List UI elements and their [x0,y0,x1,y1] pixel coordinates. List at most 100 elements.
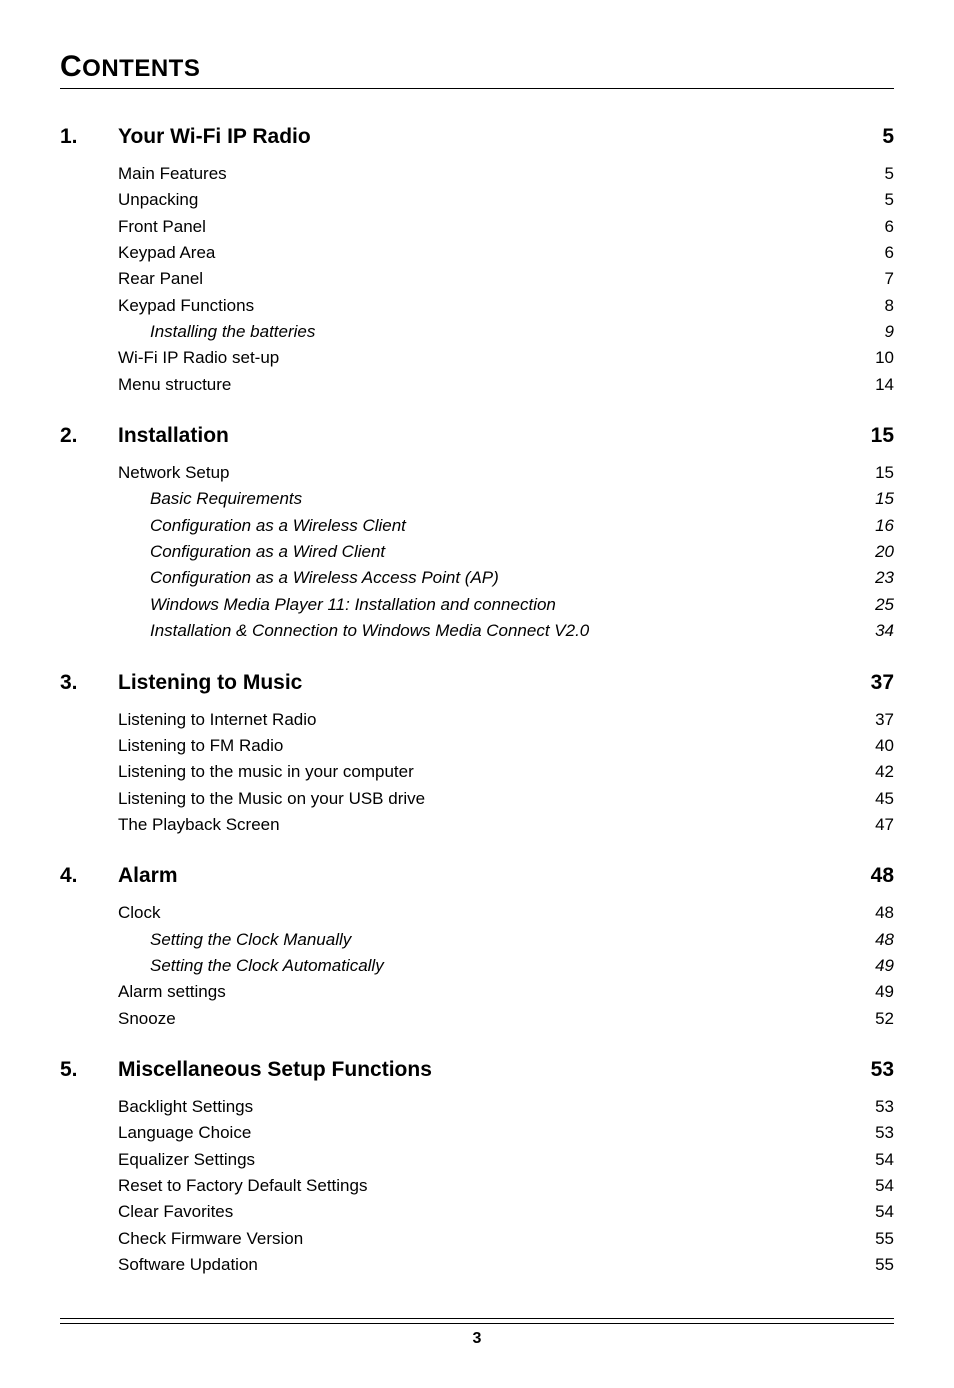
toc-item: The Playback Screen47 [60,812,894,838]
toc-item-label: Listening to FM Radio [60,733,854,759]
toc-item-page: 42 [854,759,894,785]
toc-item: Setting the Clock Manually48 [60,927,894,953]
toc-item-page: 5 [854,161,894,187]
toc-item-page: 55 [854,1252,894,1278]
toc-item-label: Wi-Fi IP Radio set-up [60,345,854,371]
toc-section-title: Alarm [118,864,854,888]
toc-item-page: 23 [854,565,894,591]
toc-item-page: 49 [854,979,894,1005]
toc-item: Alarm settings49 [60,979,894,1005]
title-rest: ONTENTS [82,55,200,82]
toc-item: Installation & Connection to Windows Med… [60,618,894,644]
toc-item: Configuration as a Wireless Access Point… [60,565,894,591]
toc-item-page: 16 [854,513,894,539]
toc-item-label: Alarm settings [60,979,854,1005]
toc-section-page: 5 [854,125,894,149]
footer-divider-inner [60,1323,894,1324]
toc-section-header: 1.Your Wi-Fi IP Radio5 [60,125,894,149]
page-title: CONTENTS [60,50,894,84]
toc-section: 1.Your Wi-Fi IP Radio5Main Features5Unpa… [60,125,894,398]
toc-item-label: Basic Requirements [60,486,854,512]
toc-item-page: 54 [854,1199,894,1225]
toc-item-page: 6 [854,240,894,266]
toc-item-label: Keypad Area [60,240,854,266]
toc-item: Configuration as a Wired Client20 [60,539,894,565]
toc-item-label: Windows Media Player 11: Installation an… [60,592,854,618]
toc-item-label: The Playback Screen [60,812,854,838]
toc-item-label: Check Firmware Version [60,1226,854,1252]
toc-item-label: Installation & Connection to Windows Med… [60,618,854,644]
toc-item-label: Network Setup [60,460,854,486]
toc-item: Unpacking5 [60,187,894,213]
toc-item-page: 6 [854,214,894,240]
toc-item: Rear Panel7 [60,266,894,292]
footer-divider-outer [60,1318,894,1319]
toc-item-page: 48 [854,927,894,953]
toc-section-number: 5. [60,1058,118,1082]
toc-item-label: Snooze [60,1006,854,1032]
toc-item: Software Updation55 [60,1252,894,1278]
toc-item: Setting the Clock Automatically49 [60,953,894,979]
toc-item-label: Front Panel [60,214,854,240]
toc-item: Reset to Factory Default Settings54 [60,1173,894,1199]
toc-item: Wi-Fi IP Radio set-up10 [60,345,894,371]
toc-section-page: 53 [854,1058,894,1082]
toc-item-page: 45 [854,786,894,812]
toc-section: 5.Miscellaneous Setup Functions53 Backlig… [60,1058,894,1278]
toc-item-label: Equalizer Settings [60,1147,854,1173]
toc-item-page: 14 [854,372,894,398]
toc-section-header: 4.Alarm48 [60,864,894,888]
toc-item-label: Main Features [60,161,854,187]
toc-item-page: 9 [854,319,894,345]
toc-item: Windows Media Player 11: Installation an… [60,592,894,618]
toc-item: Front Panel6 [60,214,894,240]
title-divider [60,88,894,89]
toc-section-title: Installation [118,424,854,448]
toc-item-label: Listening to the Music on your USB drive [60,786,854,812]
toc-section-page: 15 [854,424,894,448]
toc-item-page: 48 [854,900,894,926]
toc-item: Listening to the Music on your USB drive… [60,786,894,812]
toc-item-label: Configuration as a Wireless Client [60,513,854,539]
toc-section-header: 5.Miscellaneous Setup Functions53 [60,1058,894,1082]
toc-item: Check Firmware Version55 [60,1226,894,1252]
toc-item-label: Clear Favorites [60,1199,854,1225]
toc-section-header: 3.Listening to Music37 [60,671,894,695]
toc-section-number: 4. [60,864,118,888]
toc-item: Configuration as a Wireless Client16 [60,513,894,539]
toc-item: Clock48 [60,900,894,926]
toc-section-title: Listening to Music [118,671,854,695]
title-first-letter: C [60,50,82,83]
toc-item-page: 54 [854,1173,894,1199]
toc-section-page: 48 [854,864,894,888]
toc-item-page: 53 [854,1120,894,1146]
toc-item-label: Software Updation [60,1252,854,1278]
toc-item-label: Unpacking [60,187,854,213]
toc-item: Backlight Settings53 [60,1094,894,1120]
toc-item-page: 54 [854,1147,894,1173]
table-of-contents: 1.Your Wi-Fi IP Radio5Main Features5Unpa… [60,125,894,1278]
toc-item-page: 55 [854,1226,894,1252]
toc-item-label: Listening to Internet Radio [60,707,854,733]
toc-item-page: 15 [854,486,894,512]
toc-item-label: Rear Panel [60,266,854,292]
toc-item-label: Reset to Factory Default Settings [60,1173,854,1199]
toc-item: Snooze52 [60,1006,894,1032]
toc-section-header: 2.Installation15 [60,424,894,448]
toc-item: Language Choice53 [60,1120,894,1146]
toc-item-label: Installing the batteries [60,319,854,345]
toc-item-page: 37 [854,707,894,733]
toc-item-page: 52 [854,1006,894,1032]
toc-item-label: Setting the Clock Manually [60,927,854,953]
toc-item-label: Keypad Functions [60,293,854,319]
toc-item-label: Menu structure [60,372,854,398]
toc-item-page: 15 [854,460,894,486]
toc-section: 3.Listening to Music37 Listening to Inter… [60,671,894,839]
toc-item: Main Features5 [60,161,894,187]
toc-item: Listening to FM Radio40 [60,733,894,759]
toc-item-label: Clock [60,900,854,926]
toc-item-label: Listening to the music in your computer [60,759,854,785]
toc-section-number: 2. [60,424,118,448]
toc-item: Listening to Internet Radio37 [60,707,894,733]
toc-item-label: Configuration as a Wired Client [60,539,854,565]
